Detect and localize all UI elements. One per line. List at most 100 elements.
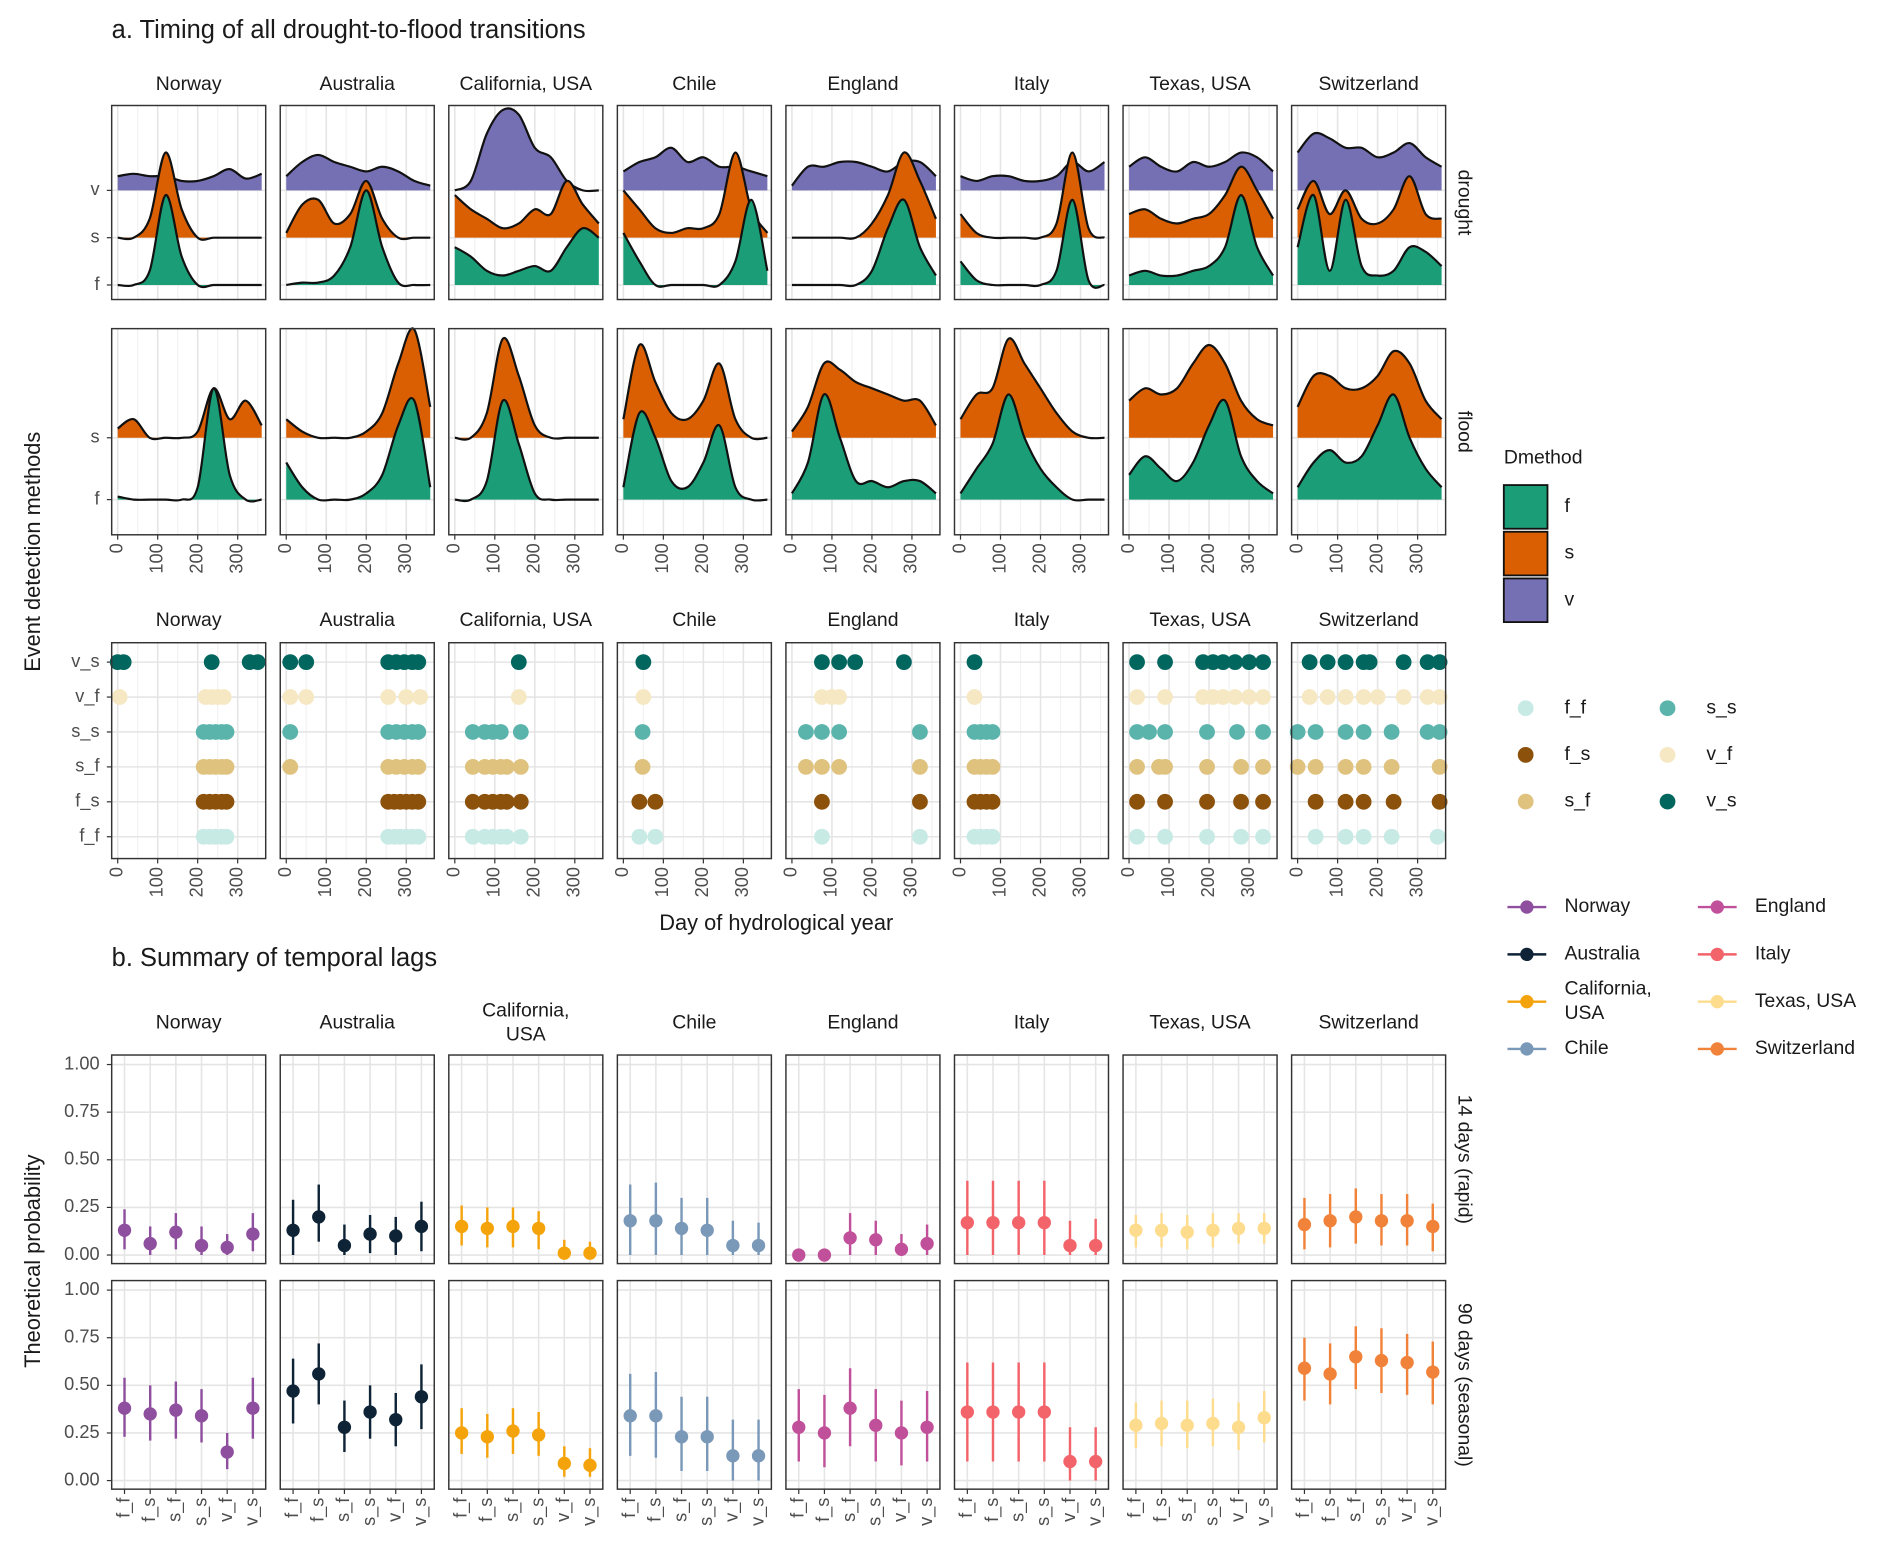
legend-label: Texas, USA [1755,990,1856,1012]
x-tick-label: 0 [949,543,969,553]
y-tick-label: 0.50 [64,1149,99,1169]
dot [1419,724,1436,740]
point [220,1240,234,1255]
dot [1301,689,1318,705]
density-area [117,388,262,502]
y-tick-label: v [90,179,100,199]
x-tick-label: s_f [165,1497,186,1522]
dot [1199,724,1215,740]
dot [896,654,912,670]
point [869,1418,883,1433]
row-strip-label: flood [1454,411,1476,453]
panel-border [279,327,435,536]
dot [1255,759,1271,775]
dot [1141,724,1157,740]
legend-label: v_s [1706,790,1736,812]
panel-border [953,327,1110,536]
point [920,1420,934,1434]
density-line [117,168,263,183]
density-line [1296,175,1442,226]
dot [1255,793,1271,810]
point [751,1449,766,1463]
x-tick-label: 200 [524,543,544,573]
x-tick-label: 100 [146,867,166,897]
y-tick-label: s_f [75,756,100,777]
point [869,1233,883,1247]
panel-border [1290,1054,1447,1265]
dot [412,689,429,705]
x-tick-label: 100 [484,867,504,897]
legend-label: v [1564,588,1574,610]
y-tick-label: 1.00 [64,1279,99,1299]
density-area [454,108,599,192]
density-line [1128,194,1275,278]
x-tick-label: 200 [524,867,544,897]
x-tick-label: 100 [652,867,672,897]
dot [464,793,481,810]
point [894,1242,909,1256]
panel-border [616,327,773,536]
dot [1255,828,1271,845]
panel-border [616,104,773,301]
density-line [959,151,1106,240]
dot [631,828,648,845]
panel-border [1122,641,1278,860]
panel-border [110,1279,267,1490]
point [583,1246,597,1260]
dot [1157,689,1173,705]
x-tick-label: v_f [385,1497,406,1522]
panel-border [110,641,267,860]
point [623,1409,637,1423]
dot [115,654,132,670]
x-tick-label: s_f [1345,1497,1366,1522]
point [1374,1214,1389,1228]
y-tick-label: f_f [79,826,100,847]
y-tick-label: f_s [75,791,99,812]
dot [814,759,830,775]
dot [1337,724,1354,740]
x-tick-label: 0 [1286,867,1306,877]
legend-label: f_s [1564,743,1590,765]
dot [1431,654,1448,670]
density-area [1297,176,1442,238]
point [674,1221,689,1236]
dot [1429,828,1446,845]
panel-background [111,642,266,859]
x-tick-label: 300 [395,543,415,573]
dot [1157,724,1173,740]
point [1088,1454,1103,1469]
legend-marker [1520,900,1534,914]
density-line [1128,398,1274,495]
dot [282,689,299,705]
dot [1355,793,1372,810]
point [1426,1219,1440,1234]
x-tick-label: v_s [410,1498,431,1526]
dot [1129,689,1145,705]
dot [1319,654,1336,670]
density-line [959,393,1105,502]
density-line [454,107,599,193]
density-line [454,227,600,277]
x-tick-label: 300 [1069,867,1089,897]
dot [635,689,652,705]
x-tick-label: 200 [1366,543,1386,573]
point [1037,1215,1051,1230]
dot [1255,689,1271,705]
x-tick-label: f_s [1150,1498,1171,1522]
point [1400,1214,1414,1228]
point [169,1225,183,1239]
density-area [286,398,431,501]
point [169,1403,183,1417]
dot [1307,793,1324,810]
point [1180,1225,1194,1239]
dot [1199,828,1215,845]
point [1154,1416,1169,1431]
legend-marker [1517,793,1534,810]
chart-title: a. Timing of all drought-to-flood transi… [112,16,586,44]
dot [1307,828,1324,845]
panel-border [448,327,604,536]
x-tick-label: s_s [359,1498,380,1526]
dot [1215,654,1231,670]
legend-label: s_s [1706,696,1736,718]
